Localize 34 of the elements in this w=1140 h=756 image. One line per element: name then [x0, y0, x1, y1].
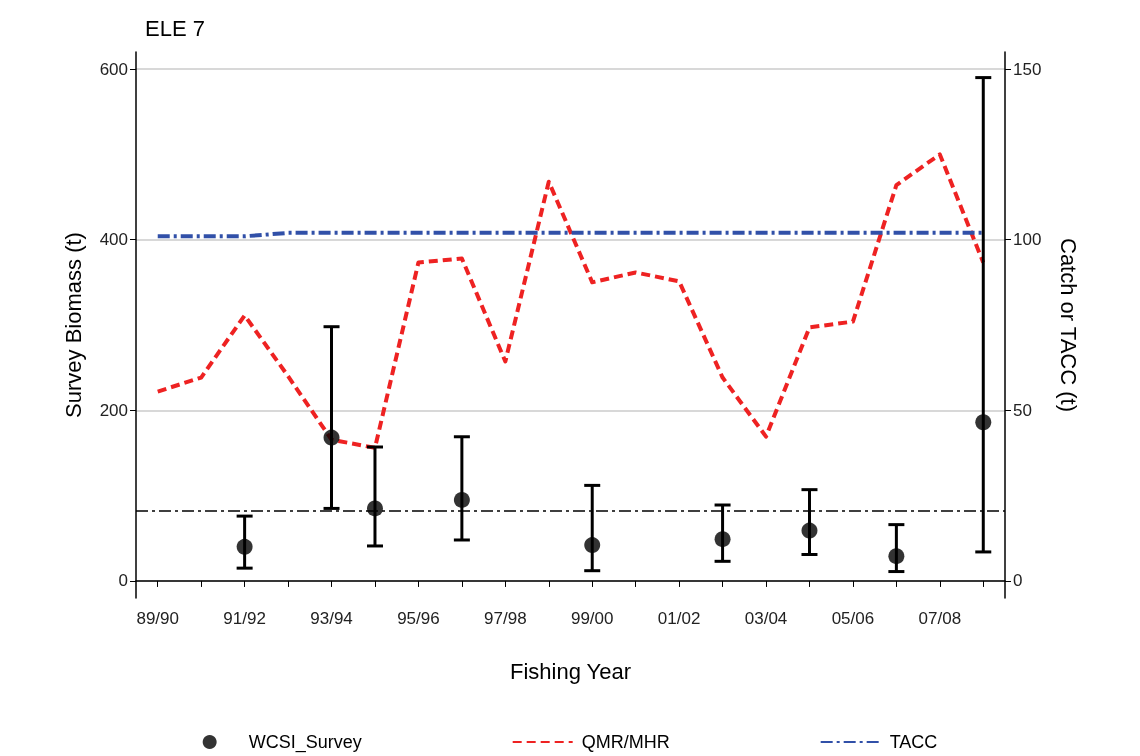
point	[801, 522, 818, 539]
point	[584, 537, 601, 554]
x-tick-label: 07/08	[918, 609, 962, 628]
x-tick-label: 01/02	[657, 609, 701, 628]
y-axis-title: Survey Biomass (t)	[60, 232, 86, 418]
y2-tick-label: 150	[1013, 59, 1042, 79]
point	[975, 414, 992, 431]
point	[888, 548, 905, 565]
x-tick-label: 91/92	[223, 609, 266, 628]
y-tick-label: 200	[99, 400, 128, 420]
x-tick-label: 99/00	[570, 609, 614, 628]
y-tick-label: 600	[99, 59, 128, 79]
y-tick-label: 400	[99, 230, 128, 250]
point	[453, 491, 470, 508]
x-tick-label: 93/94	[310, 609, 353, 628]
point	[714, 531, 731, 548]
chart-title: ELE 7	[145, 15, 205, 41]
x-axis-title: Fishing Year	[509, 658, 632, 684]
point	[323, 429, 340, 446]
legend-label: QMR/MHR	[581, 732, 670, 752]
x-tick-label: 03/04	[744, 609, 788, 628]
point	[366, 500, 383, 517]
x-tick-label: 95/96	[397, 609, 440, 628]
legend-label: WCSI_Survey	[248, 732, 362, 753]
y2-tick-label: 0	[1013, 571, 1023, 591]
x-tick-label: 05/06	[831, 609, 875, 628]
x-tick-label: 97/98	[484, 609, 527, 628]
legend-label: TACC	[889, 732, 938, 752]
y2-axis-title: Catch or TACC (t)	[1055, 238, 1081, 412]
x-tick-label: 89/90	[136, 609, 179, 628]
y2-tick-label: 100	[1013, 230, 1042, 250]
y2-tick-label: 50	[1013, 400, 1032, 420]
y-tick-label: 0	[118, 571, 128, 591]
point	[236, 538, 253, 555]
